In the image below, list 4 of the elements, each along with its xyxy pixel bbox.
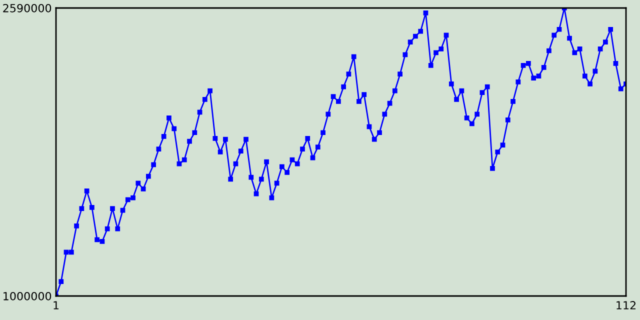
x-tick-label: 112 — [616, 301, 636, 310]
y-tick-label: 1000000 — [4, 292, 52, 300]
y-tick-label: 2590000 — [3, 4, 52, 12]
x-tick-label: 1 — [54, 301, 59, 310]
